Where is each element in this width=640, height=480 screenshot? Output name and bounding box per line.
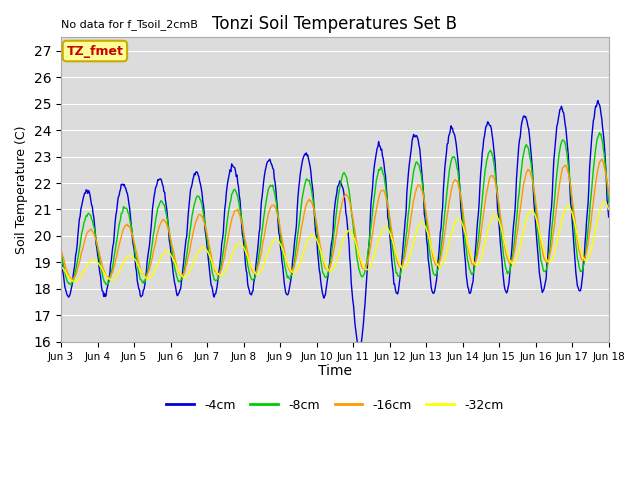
-8cm [378, 166, 385, 171]
-8cm [248, 277, 256, 283]
-32cm [227, 257, 234, 263]
-32cm [248, 266, 256, 272]
-32cm [90, 257, 98, 263]
-16cm [248, 268, 256, 274]
-8cm [28, 283, 36, 289]
-4cm [89, 211, 97, 216]
-4cm [594, 98, 602, 104]
-4cm [196, 181, 204, 187]
-16cm [32, 277, 40, 283]
-32cm [20, 267, 28, 273]
-16cm [90, 230, 98, 236]
-32cm [605, 206, 612, 212]
-16cm [598, 156, 605, 162]
-16cm [227, 225, 234, 230]
-8cm [596, 130, 604, 135]
-8cm [20, 250, 28, 256]
Line: -16cm: -16cm [24, 159, 609, 280]
-8cm [605, 200, 612, 205]
-32cm [35, 281, 42, 287]
-32cm [378, 228, 385, 234]
Y-axis label: Soil Temperature (C): Soil Temperature (C) [15, 125, 28, 254]
-4cm [411, 133, 419, 139]
Title: Tonzi Soil Temperatures Set B: Tonzi Soil Temperatures Set B [212, 15, 458, 33]
-4cm [20, 254, 28, 260]
-8cm [90, 224, 98, 229]
Line: -32cm: -32cm [24, 202, 609, 284]
-16cm [378, 188, 385, 193]
-4cm [605, 214, 612, 220]
Legend: -4cm, -8cm, -16cm, -32cm: -4cm, -8cm, -16cm, -32cm [161, 394, 508, 417]
-16cm [411, 194, 419, 200]
-4cm [225, 170, 233, 176]
-32cm [600, 199, 608, 204]
X-axis label: Time: Time [318, 364, 352, 378]
-4cm [248, 292, 255, 298]
-8cm [197, 199, 205, 204]
Text: No data for f_Tsoil_2cmB: No data for f_Tsoil_2cmB [61, 19, 198, 30]
-8cm [227, 200, 234, 205]
Line: -4cm: -4cm [24, 101, 609, 349]
-16cm [20, 251, 28, 257]
-16cm [605, 191, 612, 197]
Text: TZ_fmet: TZ_fmet [67, 45, 124, 58]
-32cm [197, 245, 205, 251]
-8cm [411, 165, 419, 171]
-32cm [411, 236, 419, 242]
-4cm [378, 146, 385, 152]
-16cm [197, 213, 205, 219]
-4cm [356, 346, 364, 352]
Line: -8cm: -8cm [24, 132, 609, 286]
